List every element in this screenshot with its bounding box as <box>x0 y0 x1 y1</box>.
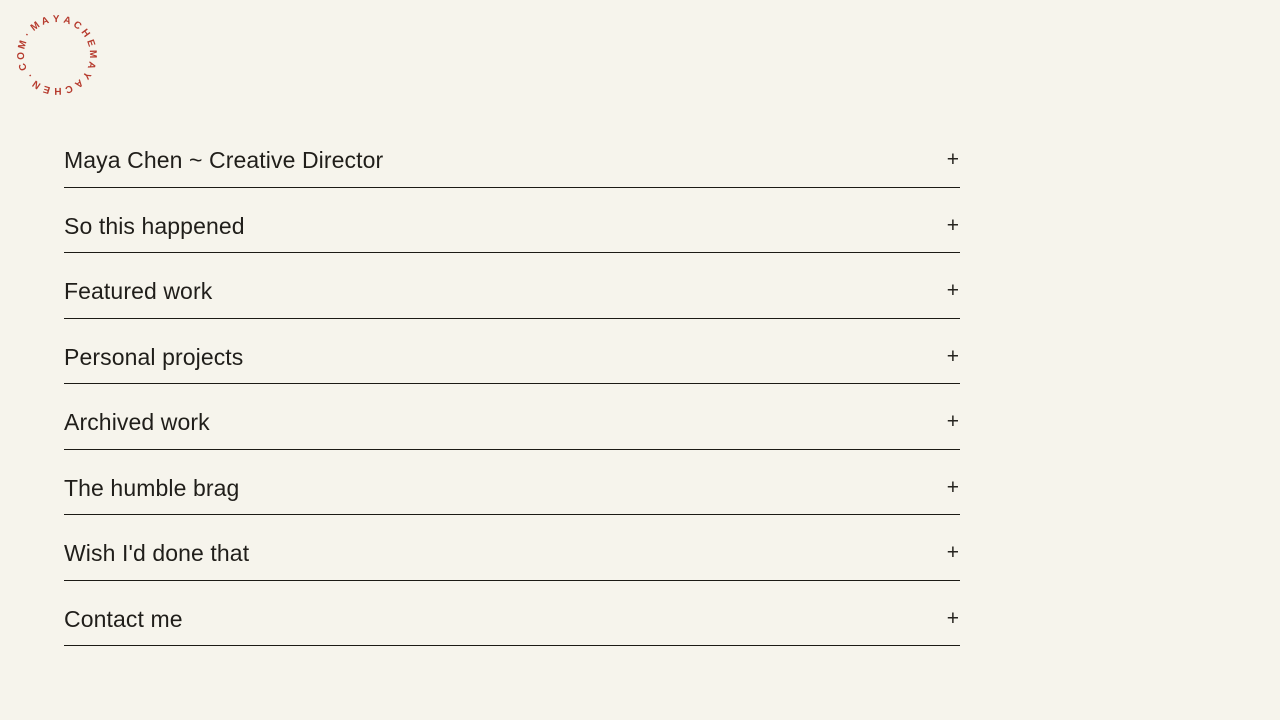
accordion-item-so-this-happened[interactable]: So this happened + <box>64 188 960 253</box>
svg-text:M: M <box>87 50 98 59</box>
svg-text:C: C <box>17 61 30 72</box>
accordion-item-personal-projects[interactable]: Personal projects + <box>64 319 960 384</box>
plus-icon[interactable]: + <box>946 279 959 302</box>
plus-icon[interactable]: + <box>946 475 959 499</box>
svg-text:A: A <box>72 77 85 90</box>
accordion-item-contact-me[interactable]: Contact me + <box>64 581 960 646</box>
accordion-item-humble-brag[interactable]: The humble brag + <box>64 450 960 515</box>
svg-text:·: · <box>22 30 33 39</box>
plus-icon[interactable]: + <box>946 213 959 237</box>
accordion-item-label: Wish I'd done that <box>64 540 250 566</box>
accordion-item-featured-work[interactable]: Featured work + <box>64 253 960 319</box>
accordion-menu: Maya Chen ~ Creative Director + So this … <box>64 122 960 646</box>
svg-text:A: A <box>85 60 98 71</box>
accordion-item-label: The humble brag <box>64 474 240 501</box>
accordion-item-label: So this happened <box>64 212 245 239</box>
accordion-item-label: Maya Chen ~ Creative Director <box>64 147 384 173</box>
svg-text:Y: Y <box>53 14 60 25</box>
accordion-item-label: Archived work <box>64 409 210 435</box>
plus-icon[interactable]: + <box>946 344 959 368</box>
svg-text:H: H <box>79 27 92 40</box>
svg-text:A: A <box>40 15 51 28</box>
plus-icon[interactable]: + <box>946 148 959 171</box>
plus-icon[interactable]: + <box>946 541 959 564</box>
svg-text:H: H <box>54 85 62 96</box>
svg-text:C: C <box>63 82 74 95</box>
accordion-item-archived-work[interactable]: Archived work + <box>64 384 960 450</box>
svg-text:N: N <box>30 77 43 90</box>
plus-icon[interactable]: + <box>946 410 959 433</box>
svg-text:E: E <box>42 83 52 96</box>
site-logo[interactable]: M A Y A C H E N. C O M · M A Y A C H E <box>13 11 101 99</box>
svg-text:.: . <box>23 72 34 81</box>
accordion-item-intro[interactable]: Maya Chen ~ Creative Director + <box>64 122 960 188</box>
svg-text:A: A <box>62 15 73 28</box>
accordion-item-label: Featured work <box>64 278 213 304</box>
svg-text:O: O <box>16 51 27 59</box>
accordion-item-wish-id-done-that[interactable]: Wish I'd done that + <box>64 515 960 581</box>
accordion-item-label: Personal projects <box>64 343 244 370</box>
accordion-item-label: Contact me <box>64 605 183 632</box>
svg-text:E: E <box>84 38 97 48</box>
svg-text:M: M <box>16 39 29 51</box>
plus-icon[interactable]: + <box>946 606 959 630</box>
